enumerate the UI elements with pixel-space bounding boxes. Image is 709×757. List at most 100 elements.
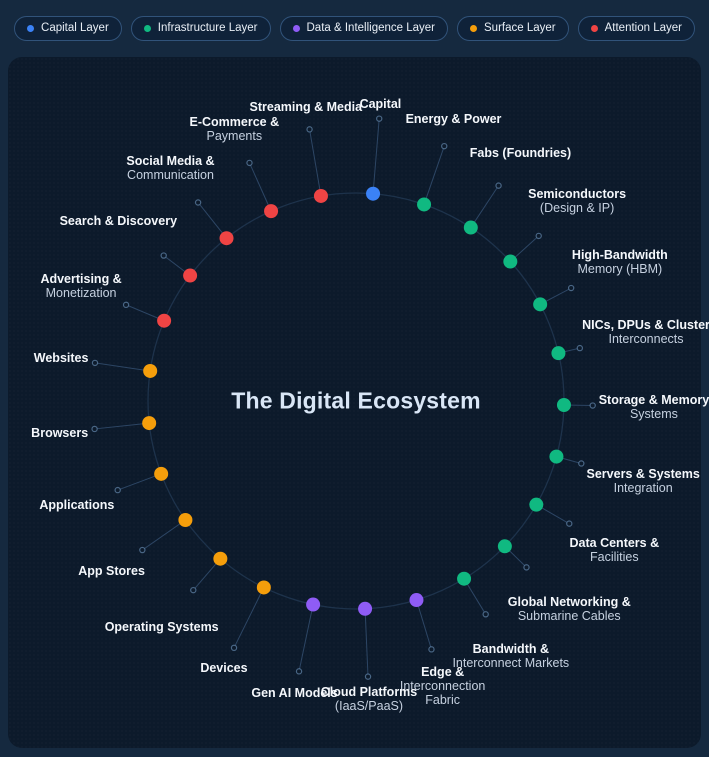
legend-pill-attention-layer[interactable]: Attention Layer	[577, 16, 695, 41]
node-label: Semiconductors (Design & IP)	[528, 187, 626, 215]
node-label: Streaming & Media	[250, 100, 363, 114]
node-label: NICs, DPUs & Cluster Interconnects	[582, 318, 709, 346]
legend-label: Attention Layer	[604, 21, 682, 34]
node-label: Global Networking & Submarine Cables	[508, 595, 631, 623]
surface-layer-dot-icon	[470, 25, 477, 32]
node-dot-surface[interactable]	[142, 416, 157, 431]
node-dot-data[interactable]	[409, 593, 424, 608]
label-anchor-ring	[91, 425, 98, 433]
node-dot-surface[interactable]	[256, 580, 271, 595]
node-label-title: E-Commerce &	[189, 114, 280, 129]
node-label: Websites	[34, 351, 89, 365]
node-label-subtitle: Integration	[613, 480, 673, 495]
node-label: Applications	[39, 498, 114, 512]
label-anchor-ring	[535, 232, 542, 240]
node-label: Social Media & Communication	[126, 154, 214, 182]
node-label: Data Centers & Facilities	[570, 536, 660, 564]
connector-line	[372, 118, 380, 194]
node-dot-attention[interactable]	[157, 313, 172, 328]
node-label: High-Bandwidth Memory (HBM)	[572, 248, 668, 276]
legend-pill-capital-layer[interactable]: Capital Layer	[14, 16, 122, 41]
connector-line	[309, 129, 322, 197]
node-dot-data[interactable]	[358, 601, 373, 616]
node-dot-attention[interactable]	[264, 204, 279, 219]
attention-layer-dot-icon	[590, 25, 598, 32]
node-label-title: Applications	[39, 498, 115, 513]
node-label-title: Data Centers &	[569, 535, 660, 550]
node-label-subtitle: Fabric	[425, 693, 460, 708]
node-dot-infrastructure[interactable]	[549, 449, 564, 464]
node-label: Devices	[200, 661, 247, 675]
node-label-title: Social Media &	[126, 153, 215, 168]
node-dot-data[interactable]	[306, 597, 321, 612]
legend-pill-data-layer[interactable]: Data & Intelligence Layer	[279, 16, 448, 41]
node-label-title: Search & Discovery	[59, 214, 178, 229]
node-label: Capital	[360, 97, 402, 111]
label-anchor-ring	[495, 182, 502, 189]
node-label-title: Energy & Power	[405, 112, 502, 127]
node-dot-infrastructure[interactable]	[503, 254, 518, 269]
node-dot-infrastructure[interactable]	[417, 197, 432, 212]
legend-pill-surface-layer[interactable]: Surface Layer	[457, 16, 569, 41]
node-dot-surface[interactable]	[213, 551, 228, 566]
node-label-title: Storage & Memory	[598, 392, 709, 407]
legend-pill-infrastructure-layer[interactable]: Infrastructure Layer	[130, 16, 271, 41]
connector-line	[364, 608, 369, 677]
node-dot-attention[interactable]	[313, 188, 328, 203]
node-dot-surface[interactable]	[143, 363, 158, 378]
node-label-title: Servers & Systems	[586, 466, 700, 481]
label-anchor-ring	[567, 284, 575, 292]
node-label-subtitle: (Design & IP)	[539, 201, 615, 216]
node-dot-infrastructure[interactable]	[533, 297, 548, 312]
node-label-subtitle: Submarine Cables	[517, 609, 621, 624]
label-anchor-ring	[160, 252, 167, 259]
legend-label: Capital Layer	[41, 21, 109, 34]
node-label-title: NICs, DPUs & Cluster	[582, 318, 709, 333]
label-anchor-ring	[428, 646, 435, 653]
node-dot-surface[interactable]	[178, 513, 193, 528]
node-label: Storage & Memory Systems	[599, 393, 709, 421]
label-anchor-ring	[91, 359, 99, 367]
connector-line	[470, 185, 499, 228]
node-label: Operating Systems	[105, 620, 219, 634]
connector-line	[423, 146, 445, 205]
node-label: Fabs (Foundries)	[470, 146, 571, 160]
node-label-title: Websites	[33, 350, 89, 365]
data-layer-dot-icon	[292, 25, 300, 32]
node-dot-infrastructure[interactable]	[556, 397, 571, 412]
node-label-title: Edge &	[421, 665, 465, 680]
connector-line	[117, 473, 162, 491]
legend-label: Data & Intelligence Layer	[306, 21, 436, 34]
label-anchor-ring	[441, 142, 448, 150]
node-dot-infrastructure[interactable]	[551, 346, 566, 361]
node-label: Bandwidth & Interconnect Markets	[452, 642, 569, 670]
node-label: Edge & Interconnection Fabric	[400, 665, 485, 707]
label-anchor-ring	[306, 126, 313, 133]
label-anchor-ring	[230, 644, 238, 652]
node-dot-infrastructure[interactable]	[457, 571, 472, 586]
connector-line	[249, 162, 272, 212]
node-label: Gen AI Models	[251, 686, 337, 700]
node-label-title: Fabs (Foundries)	[469, 145, 572, 160]
node-label: Servers & Systems Integration	[587, 467, 700, 495]
node-dot-infrastructure[interactable]	[463, 220, 478, 235]
node-label: Search & Discovery	[60, 214, 177, 228]
legend-label: Surface Layer	[484, 21, 556, 34]
diagram-canvas	[91, 115, 596, 680]
label-anchor-ring	[246, 159, 253, 167]
node-dot-infrastructure[interactable]	[529, 497, 544, 512]
node-label-subtitle: Interconnects	[608, 332, 684, 347]
node-label-subtitle: Monetization	[45, 286, 117, 300]
node-label-title: High-Bandwidth	[571, 248, 668, 263]
node-dot-infrastructure[interactable]	[497, 539, 512, 554]
node-dot-attention[interactable]	[183, 268, 198, 283]
node-dot-surface[interactable]	[154, 466, 169, 481]
node-label-subtitle: Payments	[206, 128, 263, 143]
node-label: App Stores	[78, 564, 145, 578]
node-label-subtitle: Interconnect Markets	[452, 655, 570, 670]
node-label: Energy & Power	[406, 112, 502, 126]
node-dot-capital[interactable]	[366, 186, 381, 201]
node-dot-attention[interactable]	[219, 231, 234, 246]
connector-line	[233, 587, 265, 649]
